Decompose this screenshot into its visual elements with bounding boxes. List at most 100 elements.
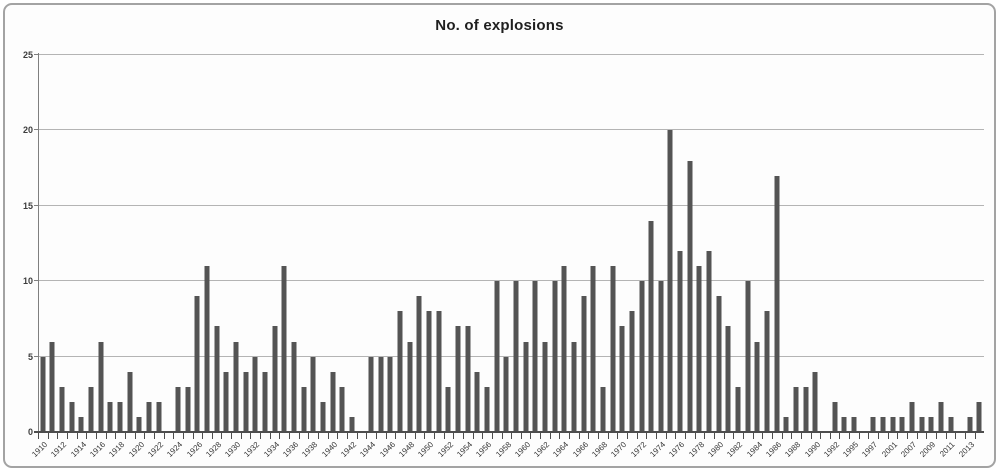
bar-1974 [658,281,664,432]
bar-1935 [281,266,287,432]
x-axis-tick [907,433,909,439]
category-slot-2008 [916,55,927,439]
x-axis-tick [211,433,213,439]
gridline-10 [38,280,984,282]
x-axis-tick [472,433,474,439]
x-axis-tick [86,433,88,439]
x-tick-label-1952: 1952 [435,440,455,459]
bar-1953 [455,326,461,432]
x-axis-tick [38,433,39,439]
x-axis-tick [482,433,484,439]
category-slot-1952: 1952 [436,55,455,459]
x-tick-label-1992: 1992 [822,440,842,459]
category-slot-1969 [607,55,618,439]
category-slot-1929 [221,55,231,439]
x-axis-tick [76,433,78,439]
category-slot-1948: 1948 [397,55,416,459]
category-slot-1923 [163,55,174,439]
x-axis-tick [105,433,107,439]
category-slot-1991 [820,55,830,439]
bar-1957 [494,281,500,432]
category-slot-1919 [124,55,135,439]
category-slot-1926: 1926 [185,55,204,459]
gridline-20 [38,129,984,131]
x-axis-tick [945,433,947,439]
x-axis-tick [173,433,175,439]
bar-1976 [677,251,683,432]
bar-1940 [330,371,336,432]
category-slot-1956: 1956 [474,55,493,459]
category-slot-1983 [742,55,753,439]
category-slot-1967 [588,55,598,439]
bar-1975 [667,130,673,432]
category-slot-1973 [646,55,656,439]
x-tick-label-1956: 1956 [474,440,494,459]
bar-2004 [899,416,905,432]
x-axis-tick [318,433,320,439]
x-tick-label-1950: 1950 [416,440,436,459]
x-tick-label-1954: 1954 [455,440,475,459]
bar-1992 [832,401,838,432]
bar-1972 [639,281,645,432]
category-slot-1949 [414,55,425,439]
category-slot-1939 [318,55,328,439]
x-axis-tick [974,433,976,439]
category-slot-1918: 1918 [107,55,126,459]
bar-1917 [107,401,113,432]
category-slot-1950: 1950 [416,55,435,459]
category-slot-1961 [530,55,540,439]
x-tick-label-1912: 1912 [49,440,69,459]
bar-1928 [214,326,220,432]
bar-1961 [532,281,538,432]
x-axis-tick [337,433,339,439]
x-tick-label-1964: 1964 [551,440,571,459]
bar-1966 [581,296,587,432]
bar-1933 [262,371,268,432]
x-tick-label-1922: 1922 [146,440,166,459]
category-slot-1985 [762,55,772,439]
x-axis-line [34,431,984,433]
bar-2001 [890,416,896,432]
x-axis-tick [771,433,773,439]
bar-1969 [610,266,616,432]
category-slot-1927 [202,55,212,439]
x-axis-tick [375,433,377,439]
category-slot-1941 [337,55,347,439]
category-slot-2010 [936,55,946,439]
x-tick-label-1914: 1914 [68,440,88,459]
category-slot-1972: 1972 [629,55,648,459]
y-axis-tick [34,204,38,206]
x-tick-label-1928: 1928 [204,440,224,459]
x-tick-label-1958: 1958 [493,440,513,459]
x-axis-tick [588,433,590,439]
x-axis-tick [578,433,580,439]
x-axis-tick [598,433,600,439]
x-axis-tick [684,433,686,439]
category-slot-1959 [511,55,521,439]
category-slot-1925 [182,55,193,439]
category-slot-2007: 2007 [899,55,918,459]
x-tick-label-2009: 2009 [918,440,938,459]
x-axis-tick [781,433,783,439]
bar-1915 [88,386,94,432]
bar-1973 [648,220,654,432]
bar-1950 [426,311,432,432]
y-axis-tick [34,54,38,55]
bars-layer: 1910 1912 1914 1916 1918 1920 1922 1924 1926 1928… [30,55,984,459]
bar-1960 [523,341,529,432]
x-axis-tick [839,433,841,439]
x-axis-tick [607,433,609,439]
x-tick-label-2011: 2011 [938,440,957,459]
y-axis-tick [34,355,38,357]
category-slot-1986: 1986 [764,55,783,459]
category-slot-1994 [839,55,849,439]
bar-1980 [716,296,722,432]
bar-1994 [841,416,847,432]
x-tick-label-1930: 1930 [223,440,243,459]
bar-1926 [194,296,200,432]
x-axis-tick [134,433,136,439]
x-tick-label-1974: 1974 [648,440,668,459]
category-slot-1910: 1910 [30,55,49,459]
category-slot-1974: 1974 [648,55,667,459]
x-axis-tick [955,433,957,439]
